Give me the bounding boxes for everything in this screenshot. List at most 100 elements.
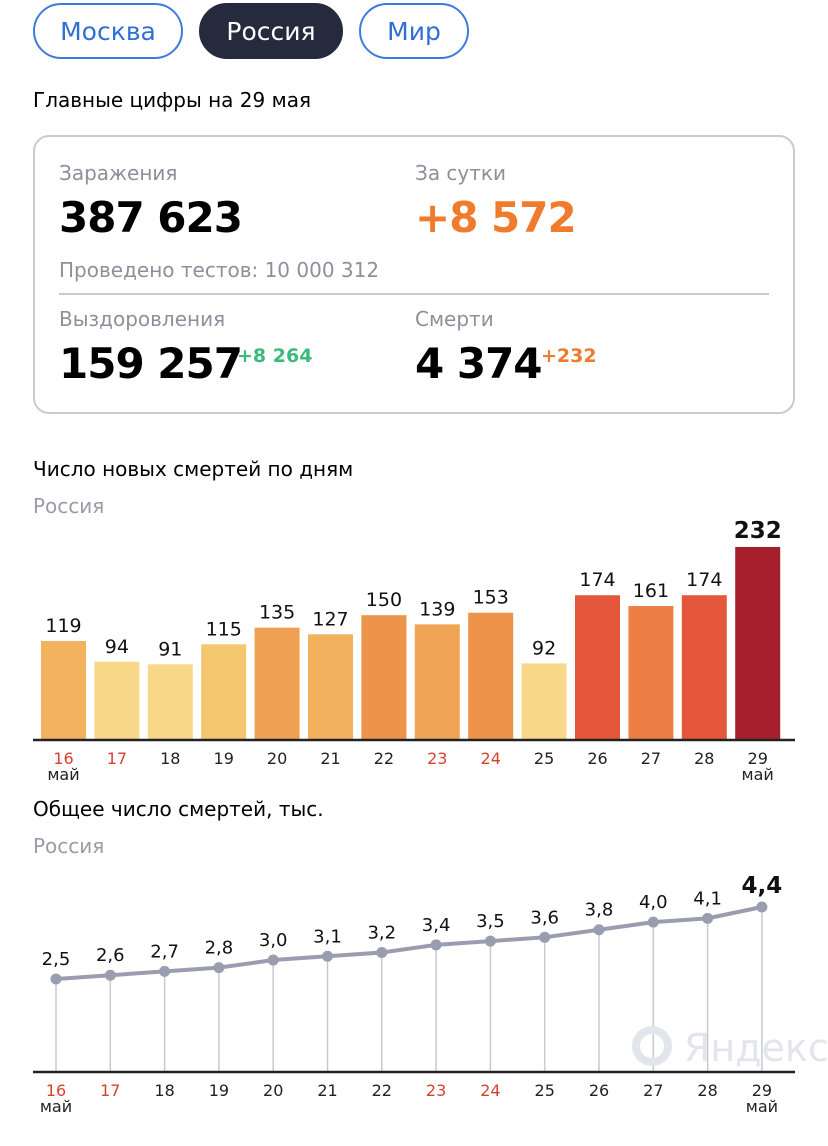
tab-moscow[interactable]: Москва <box>33 3 183 59</box>
headline: Главные цифры на 29 мая <box>33 88 311 112</box>
watermark: Яндекс <box>684 1026 828 1070</box>
x-tick-label: 17 <box>100 1081 120 1100</box>
data-point <box>539 931 551 943</box>
bar-value-label: 94 <box>105 636 129 658</box>
x-tick-label: 19 <box>214 749 234 768</box>
x-tick-label: 29 <box>748 749 768 768</box>
x-tick-label: 23 <box>427 749 447 768</box>
x-tick-label: 18 <box>154 1081 174 1100</box>
deaths-increase: +232 <box>541 345 597 367</box>
data-value-label: 2,7 <box>150 941 179 962</box>
summary-card: Заражения 387 623 За сутки +8 572 Провед… <box>33 135 795 414</box>
bar <box>94 661 140 740</box>
data-point <box>159 965 171 977</box>
data-value-label: 3,1 <box>313 926 342 947</box>
x-tick-label: 26 <box>589 1081 609 1100</box>
recovered-value: 159 257 <box>59 339 243 388</box>
data-value-label: 3,2 <box>367 922 396 943</box>
data-point <box>376 946 388 958</box>
bar <box>254 627 300 740</box>
x-tick-label: 27 <box>643 1081 663 1100</box>
x-tick-label: 28 <box>694 749 714 768</box>
bar <box>361 615 407 740</box>
yandex-logo-icon <box>632 1026 672 1066</box>
data-point <box>702 912 714 924</box>
bar-value-label: 115 <box>206 618 242 640</box>
tab-russia[interactable]: Россия <box>199 3 343 59</box>
x-tick-label: 29 <box>752 1081 772 1100</box>
x-tick-label: 16 <box>53 749 73 768</box>
bar-value-label: 92 <box>532 637 556 659</box>
bar <box>308 634 353 740</box>
deaths-label: Смерти <box>415 307 494 331</box>
x-tick-label: 26 <box>587 749 607 768</box>
x-tick-label: 25 <box>534 749 554 768</box>
data-point <box>322 950 333 962</box>
x-tick-label: 20 <box>263 1081 283 1100</box>
bar-value-label: 161 <box>633 580 669 602</box>
bar <box>521 663 567 740</box>
x-tick-label: 21 <box>317 1081 337 1100</box>
bar <box>468 612 514 740</box>
month-label: май <box>47 765 79 784</box>
data-value-label: 3,8 <box>585 900 614 921</box>
infections-label: Заражения <box>59 161 178 185</box>
x-tick-label: 22 <box>372 1081 392 1100</box>
x-tick-label: 23 <box>426 1081 446 1100</box>
data-value-label: 3,0 <box>259 930 288 951</box>
bar-value-label: 174 <box>686 569 722 591</box>
data-value-label: 3,4 <box>422 915 451 936</box>
bar-value-label: 232 <box>734 518 782 544</box>
infections-value: 387 623 <box>59 193 243 242</box>
data-point <box>50 973 62 985</box>
data-value-label: 4,1 <box>693 888 722 909</box>
data-value-label: 2,6 <box>96 945 125 966</box>
data-point <box>647 916 659 928</box>
bar-value-label: 150 <box>366 589 402 611</box>
divider <box>59 293 769 295</box>
x-tick-label: 19 <box>209 1081 229 1100</box>
data-value-label: 3,6 <box>530 907 559 928</box>
data-point <box>484 935 496 947</box>
line-chart-title: Общее число смертей, тыс. <box>33 797 324 821</box>
data-value-label: 3,5 <box>476 911 505 932</box>
total-deaths-chart: Яндекс 2,5 2,6 2,7 2,8 3,0 3,1 3,2 3,4 3,5 3,6 3,8 4… <box>33 873 828 1116</box>
data-point <box>430 939 442 951</box>
bar-value-label: 135 <box>259 602 295 624</box>
month-label: май <box>746 1097 778 1116</box>
bar-chart-subtitle: Россия <box>33 494 105 518</box>
data-value-label: 2,8 <box>205 938 234 959</box>
data-value-label: 4,4 <box>742 873 783 899</box>
bar-value-label: 91 <box>158 638 182 660</box>
bar-value-label: 127 <box>312 608 348 630</box>
data-point <box>213 962 225 974</box>
bar <box>628 606 674 740</box>
tests-count: Проведено тестов: 10 000 312 <box>59 258 380 282</box>
x-tick-label: 16 <box>46 1081 66 1100</box>
data-point <box>267 954 279 966</box>
data-point <box>756 901 768 913</box>
bar <box>201 644 247 740</box>
bar <box>414 624 460 740</box>
data-value-label: 4,0 <box>639 892 668 913</box>
x-tick-label: 22 <box>374 749 394 768</box>
x-tick-label: 25 <box>535 1081 555 1100</box>
bar-value-label: 119 <box>45 615 81 637</box>
x-tick-label: 24 <box>480 1081 500 1100</box>
x-tick-label: 27 <box>641 749 661 768</box>
x-tick-label: 18 <box>160 749 180 768</box>
bar-chart-title: Число новых смертей по дням <box>33 457 354 481</box>
bar-value-label: 139 <box>419 598 455 620</box>
daily-value: +8 572 <box>415 193 577 242</box>
recovered-increase: +8 264 <box>237 345 313 367</box>
series-line <box>55 905 763 981</box>
recovered-label: Выздоровления <box>59 307 226 331</box>
x-tick-label: 17 <box>107 749 127 768</box>
bar <box>147 664 193 740</box>
month-label: май <box>40 1097 72 1116</box>
bar <box>681 595 727 740</box>
tab-world[interactable]: Мир <box>359 3 469 59</box>
bar <box>575 595 620 740</box>
daily-label: За сутки <box>415 161 506 185</box>
